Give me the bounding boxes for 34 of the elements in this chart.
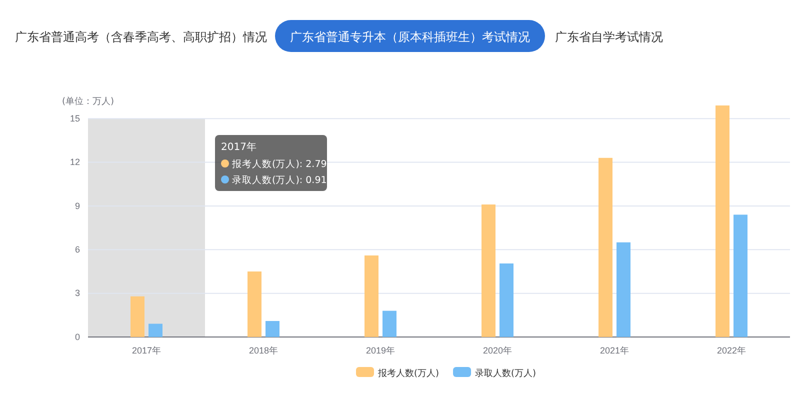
bar [716,105,730,337]
x-tick-label: 2020年 [482,345,512,356]
y-tick-label: 12 [70,157,80,168]
bar [248,271,262,337]
y-tick-label: 0 [74,332,80,342]
x-tick-label: 2017年 [132,345,162,356]
x-tick-label: 2021年 [600,345,630,356]
bar [598,158,612,337]
annotation: 录取人数(万人): 0.91 [232,175,327,186]
bar [148,324,162,337]
bar [364,255,378,337]
bar [482,204,496,337]
text: 广东省普通专升本（原本科插班生）考试情况 [290,30,530,44]
bar [616,242,630,337]
y-axis-title: (单位：万人) [62,96,114,107]
bar [382,310,396,337]
bar [500,263,514,337]
x-tick-label: 2019年 [366,345,396,356]
legend-label: 录取人数(万人) [475,368,536,379]
text: 广东省自学考试情况 [555,30,663,44]
bar [266,320,280,337]
legend-label: 报考人数(万人) [377,368,440,379]
y-tick-label: 3 [74,288,80,298]
bar [130,296,144,337]
y-tick-label: 6 [74,244,80,255]
annotation: 2017年 [221,141,256,153]
x-tick-label: 2018年 [248,345,278,356]
x-tick-label: 2022年 [716,345,746,356]
y-tick-label: 15 [70,113,80,124]
annotation: 报考人数(万人): 2.79 [231,158,327,170]
tooltip-box: 2017年 报考人数(万人): 2.79 录取人数(万人): 0.91 [215,135,327,191]
y-tick-label: 9 [74,200,80,211]
bar [734,214,748,337]
text: 广东省普通高考（含春季高考、高职扩招）情况 [15,30,267,44]
